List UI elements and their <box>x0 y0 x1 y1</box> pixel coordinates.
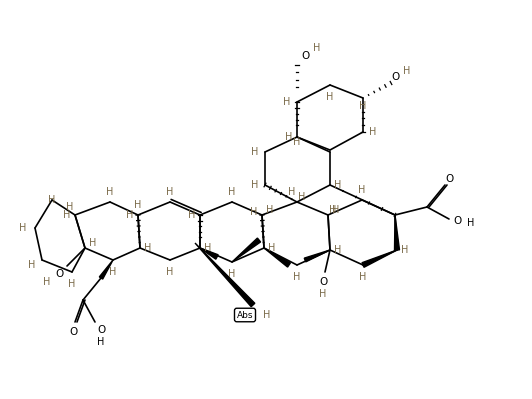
Text: H: H <box>28 260 36 270</box>
Text: H: H <box>359 272 367 282</box>
Text: H: H <box>48 195 56 205</box>
Text: H: H <box>97 337 105 347</box>
Text: H: H <box>313 43 321 53</box>
Text: H: H <box>167 267 173 277</box>
Text: H: H <box>188 210 196 220</box>
Text: H: H <box>263 310 271 320</box>
Text: H: H <box>89 238 97 248</box>
Text: H: H <box>467 218 475 228</box>
Text: H: H <box>288 187 296 197</box>
Text: H: H <box>63 210 71 220</box>
Text: H: H <box>298 192 306 202</box>
Polygon shape <box>195 243 255 307</box>
Text: H: H <box>359 185 365 195</box>
Text: O: O <box>69 327 77 337</box>
Polygon shape <box>304 250 330 262</box>
Text: H: H <box>267 205 273 215</box>
Polygon shape <box>264 248 290 267</box>
Text: H: H <box>326 92 334 102</box>
Text: H: H <box>126 210 134 220</box>
Text: H: H <box>369 127 377 137</box>
Text: O: O <box>319 277 327 287</box>
Text: O: O <box>446 174 454 184</box>
Text: O: O <box>392 72 400 82</box>
Text: H: H <box>268 243 276 253</box>
Polygon shape <box>362 250 397 267</box>
Text: H: H <box>329 205 337 215</box>
Text: H: H <box>251 180 259 190</box>
Text: H: H <box>19 223 27 233</box>
Text: H: H <box>332 205 340 215</box>
Text: H: H <box>228 269 236 279</box>
Text: H: H <box>401 245 409 255</box>
Text: H: H <box>319 289 327 299</box>
Text: H: H <box>109 267 117 277</box>
Text: H: H <box>167 187 173 197</box>
Text: H: H <box>106 187 114 197</box>
Text: H: H <box>251 207 257 217</box>
Text: H: H <box>228 187 236 197</box>
Text: H: H <box>285 132 293 142</box>
Text: O: O <box>97 325 105 335</box>
Text: H: H <box>66 202 74 212</box>
Text: H: H <box>334 245 342 255</box>
Text: O: O <box>453 216 461 226</box>
Text: H: H <box>144 243 152 253</box>
Text: H: H <box>43 277 51 287</box>
Polygon shape <box>200 248 218 259</box>
Text: H: H <box>293 137 301 147</box>
Text: H: H <box>134 200 142 210</box>
Polygon shape <box>395 215 400 250</box>
Text: O: O <box>55 269 63 279</box>
Text: H: H <box>68 279 76 289</box>
Text: H: H <box>403 66 411 76</box>
Text: H: H <box>359 101 367 111</box>
Text: H: H <box>204 243 212 253</box>
Text: H: H <box>293 272 301 282</box>
Text: H: H <box>334 180 342 190</box>
Text: Abs: Abs <box>237 310 253 320</box>
Polygon shape <box>232 238 261 262</box>
Text: O: O <box>301 51 309 61</box>
Polygon shape <box>99 260 113 279</box>
Text: H: H <box>251 147 259 157</box>
Text: H: H <box>284 97 290 107</box>
